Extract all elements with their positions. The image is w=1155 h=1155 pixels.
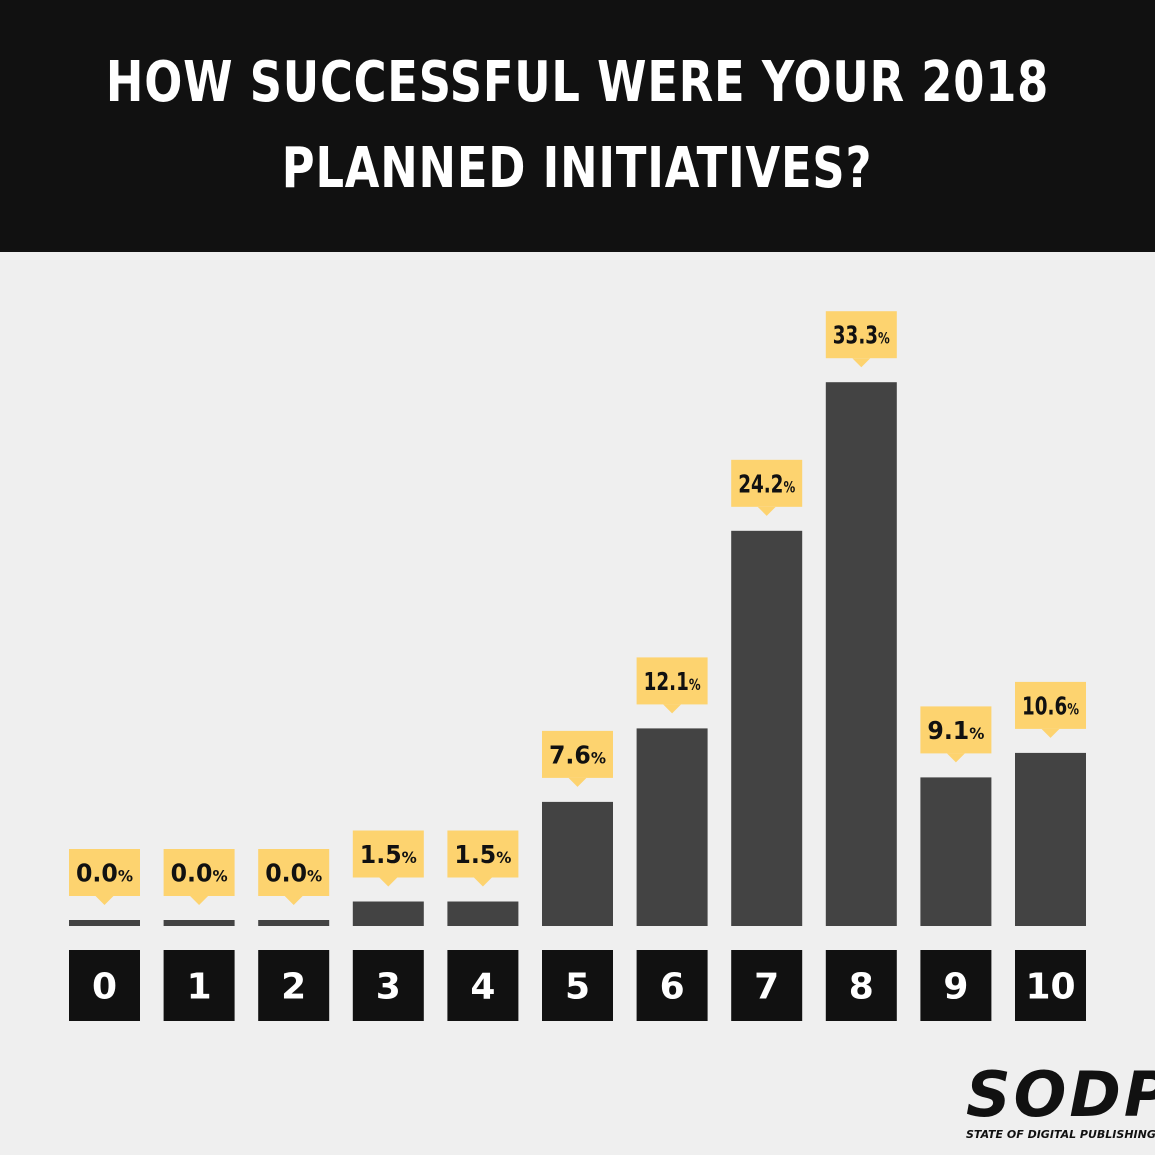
value-unit-10: %: [1067, 699, 1079, 718]
value-callout-pointer-10: [1041, 728, 1060, 738]
category-label-6: 6: [660, 967, 685, 1008]
value-label-9: 9.1%: [927, 716, 984, 745]
bar-10: [1015, 752, 1086, 926]
value-number-7: 24.2: [738, 469, 783, 498]
value-callout-pointer-7: [757, 506, 776, 516]
value-number-0: 0.0: [76, 859, 118, 888]
value-callout-pointer-2: [284, 896, 303, 905]
value-label-3: 1.5%: [360, 840, 417, 869]
value-label-6: 12.1%: [644, 667, 701, 696]
category-box-6: [636, 950, 708, 1021]
bar-9: [920, 777, 992, 926]
value-callout-5: [542, 730, 613, 778]
category-label-5: 5: [565, 967, 590, 1008]
value-unit-0: %: [118, 867, 133, 886]
value-label-4: 1.5%: [454, 840, 511, 869]
value-callout-3: [352, 830, 424, 878]
category-label-8: 8: [849, 967, 874, 1008]
bar-8: [825, 382, 897, 926]
value-number-4: 1.5: [454, 840, 496, 869]
value-unit-2: %: [307, 867, 322, 886]
category-box-7: [731, 950, 803, 1021]
value-callout-10: [1015, 681, 1086, 729]
value-number-10: 10.6: [1022, 691, 1067, 720]
bar-7: [731, 530, 803, 926]
category-box-10: [1015, 950, 1086, 1021]
value-number-2: 0.0: [265, 859, 307, 888]
value-label-10: 10.6%: [1022, 691, 1079, 720]
category-label-0: 0: [92, 967, 117, 1008]
category-box-0: [69, 950, 140, 1021]
value-label-2: 0.0%: [265, 859, 322, 888]
value-number-8: 33.3: [833, 321, 878, 350]
value-callout-pointer-4: [473, 877, 492, 887]
value-label-7: 24.2%: [738, 469, 795, 498]
category-label-1: 1: [187, 967, 212, 1008]
value-callout-0: [69, 849, 140, 896]
value-unit-9: %: [969, 724, 984, 743]
category-box-4: [447, 950, 519, 1021]
value-label-0: 0.0%: [76, 859, 133, 888]
value-number-5: 7.6: [549, 740, 591, 769]
value-callout-7: [731, 459, 803, 507]
category-box-5: [542, 950, 613, 1021]
category-box-3: [352, 950, 424, 1021]
chart-header: HOW SUCCESSFUL WERE YOUR 2018 PLANNED IN…: [0, 0, 1155, 252]
bar-0: [69, 920, 140, 926]
value-number-9: 9.1: [927, 716, 969, 745]
category-box-2: [258, 950, 330, 1021]
value-callout-2: [258, 849, 330, 896]
bar-3: [352, 901, 424, 926]
value-unit-6: %: [689, 675, 701, 694]
chart-title-line-2: PLANNED INITIATIVES?: [282, 136, 873, 201]
category-box-1: [163, 950, 235, 1021]
value-number-3: 1.5: [360, 840, 402, 869]
value-unit-7: %: [783, 477, 795, 496]
value-callout-pointer-5: [568, 777, 587, 787]
chart-title-line-1: HOW SUCCESSFUL WERE YOUR 2018: [105, 50, 1050, 115]
value-callout-6: [636, 657, 708, 705]
logo-subtitle: STATE OF DIGITAL PUBLISHING: [966, 1128, 1155, 1141]
value-label-5: 7.6%: [549, 740, 606, 769]
value-callout-8: [825, 311, 897, 359]
value-callout-4: [447, 830, 519, 878]
bar-5: [542, 801, 613, 926]
category-label-9: 9: [943, 967, 968, 1008]
value-callout-pointer-3: [379, 877, 398, 887]
bar-1: [163, 920, 235, 926]
value-label-1: 0.0%: [171, 859, 228, 888]
value-callout-pointer-6: [663, 704, 682, 714]
value-number-1: 0.0: [171, 859, 213, 888]
sodp-logo: SODP STATE OF DIGITAL PUBLISHING: [966, 1058, 1155, 1146]
value-callout-pointer-9: [946, 753, 965, 763]
category-box-9: [920, 950, 992, 1021]
value-callout-9: [920, 706, 992, 754]
value-callout-1: [163, 849, 235, 896]
value-number-6: 12.1: [644, 667, 689, 696]
value-callout-pointer-0: [95, 896, 114, 905]
bar-6: [636, 728, 708, 926]
value-unit-4: %: [496, 848, 511, 867]
category-box-8: [825, 950, 897, 1021]
value-callout-pointer-1: [190, 896, 209, 905]
value-unit-5: %: [591, 748, 606, 767]
category-label-4: 4: [470, 967, 495, 1008]
bar-2: [258, 920, 330, 926]
category-label-2: 2: [281, 967, 306, 1008]
value-label-8: 33.3%: [833, 321, 890, 350]
category-label-3: 3: [376, 967, 401, 1008]
value-unit-8: %: [878, 329, 890, 348]
category-label-10: 10: [1025, 967, 1075, 1008]
value-unit-1: %: [212, 867, 227, 886]
logo-mark: SODP: [966, 1058, 1155, 1131]
bar-4: [447, 901, 519, 926]
value-callout-pointer-8: [852, 358, 871, 368]
value-unit-3: %: [402, 848, 417, 867]
category-label-7: 7: [754, 967, 779, 1008]
